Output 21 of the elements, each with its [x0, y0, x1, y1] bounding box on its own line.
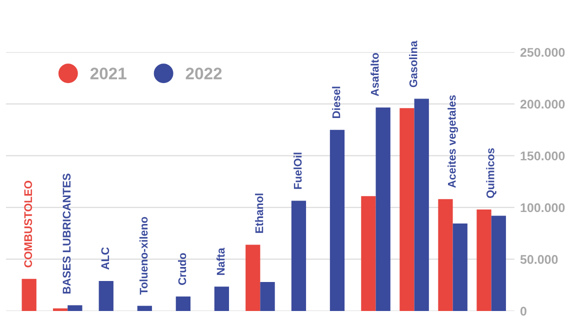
- x-tick-label: BASES LUBRICANTES: [62, 174, 71, 294]
- legend-label: 2022: [186, 68, 222, 80]
- x-tick-label: COMBUSTOLEO: [24, 180, 32, 268]
- x-tick-label: Quimicos: [486, 148, 496, 198]
- y-tick-label: 150.000: [520, 152, 565, 160]
- x-tick-label: Asafalto: [370, 53, 379, 96]
- x-tick-label: Ethanol: [255, 194, 264, 233]
- x-tick-label: Tolueno-xileno: [139, 216, 148, 295]
- legend-label: 2021: [90, 68, 126, 80]
- x-tick-label: Aceites vegetales: [448, 95, 458, 188]
- x-tick-label: ALC: [101, 247, 110, 270]
- x-tick-label: Diesel: [332, 86, 340, 118]
- y-tick-label: 200.000: [520, 100, 565, 109]
- x-tick-label: Gasolina: [409, 40, 418, 88]
- y-tick-label: 250.000: [520, 48, 565, 57]
- y-tick-label: 0: [520, 306, 526, 316]
- y-tick-label: 100.000: [520, 203, 565, 212]
- x-tick-label: Nafta: [216, 248, 225, 275]
- y-tick-label: 50.000: [520, 255, 558, 264]
- x-tick-label: Crudo: [178, 253, 186, 285]
- x-tick-label: FuelOil: [294, 152, 302, 189]
